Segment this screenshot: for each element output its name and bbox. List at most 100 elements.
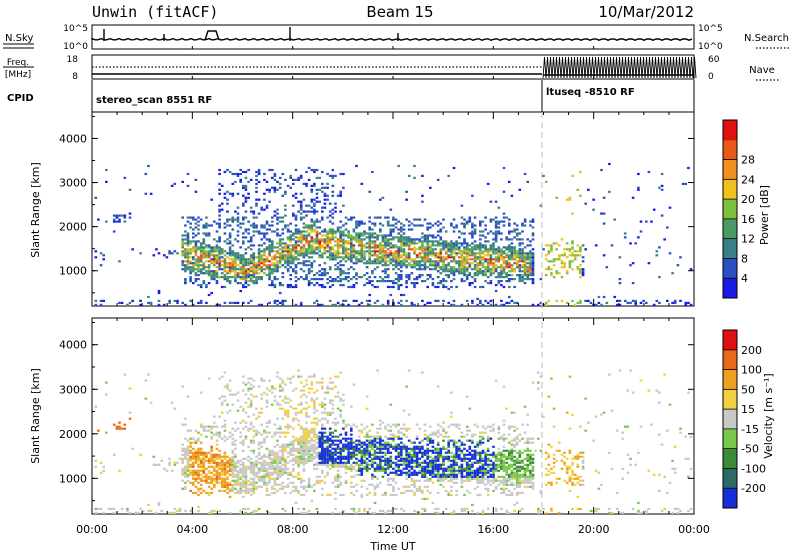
- echo-cell: [226, 482, 229, 484]
- echo-cell: [316, 201, 319, 203]
- echo-cell: [210, 436, 213, 438]
- echo-cell: [129, 189, 132, 191]
- echo-cell: [189, 430, 192, 432]
- echo-cell: [205, 302, 208, 304]
- echo-cell: [313, 402, 316, 404]
- echo-cell: [329, 434, 332, 436]
- echo-cell: [332, 230, 335, 232]
- echo-cell: [318, 480, 321, 482]
- echo-cell: [569, 248, 572, 250]
- echo-cell: [297, 424, 300, 426]
- echo-cell: [511, 242, 514, 244]
- echo-cell: [184, 268, 187, 270]
- echo-cell: [487, 240, 490, 242]
- echo-cell: [479, 272, 482, 274]
- echo-cell: [337, 266, 340, 268]
- echo-cell: [321, 278, 324, 280]
- echo-cell: [224, 240, 227, 242]
- echo-cell: [255, 482, 258, 484]
- echo-cell: [260, 398, 263, 400]
- echo-cell: [224, 420, 227, 422]
- echo-cell: [313, 252, 316, 254]
- echo-cell: [484, 258, 487, 260]
- echo-cell: [519, 232, 522, 234]
- echo-cell: [210, 260, 213, 262]
- echo-cell: [324, 268, 327, 270]
- echo-cell: [508, 266, 511, 268]
- echo-cell: [334, 492, 337, 494]
- echo-cell: [490, 300, 493, 302]
- echo-cell: [242, 428, 245, 430]
- echo-cell: [413, 304, 416, 306]
- echo-cell: [400, 294, 403, 296]
- echo-cell: [311, 384, 314, 386]
- echo-cell: [210, 426, 213, 428]
- echo-cell: [250, 300, 253, 302]
- echo-cell: [376, 452, 379, 454]
- echo-cell: [195, 191, 198, 193]
- echo-cell: [316, 236, 319, 238]
- echo-cell: [181, 458, 184, 460]
- echo-cell: [574, 304, 577, 306]
- echo-cell: [442, 278, 445, 280]
- echo-cell: [379, 428, 382, 430]
- echo-cell: [450, 252, 453, 254]
- echo-cell: [237, 302, 240, 304]
- echo-cell: [181, 240, 184, 242]
- echo-cell: [524, 264, 527, 266]
- echo-cell: [250, 458, 253, 460]
- echo-cell: [332, 466, 335, 468]
- echo-cell: [200, 302, 203, 304]
- echo-cell: [339, 482, 342, 484]
- echo-cell: [253, 270, 256, 272]
- echo-cell: [519, 278, 522, 280]
- echo-cell: [395, 260, 398, 262]
- echo-cell: [500, 232, 503, 234]
- echo-cell: [434, 266, 437, 268]
- echo-cell: [355, 238, 358, 240]
- echo-cell: [366, 426, 369, 428]
- echo-cell: [476, 262, 479, 264]
- echo-cell: [424, 304, 427, 306]
- nsearch-label: N.Search: [744, 33, 789, 44]
- echo-cell: [274, 215, 277, 217]
- echo-cell: [266, 468, 269, 470]
- echo-cell: [208, 472, 211, 474]
- echo-cell: [308, 268, 311, 270]
- echo-cell: [366, 440, 369, 442]
- echo-cell: [282, 388, 285, 390]
- echo-cell: [242, 223, 245, 225]
- echo-cell: [282, 284, 285, 286]
- echo-cell: [529, 274, 532, 276]
- echo-cell: [237, 258, 240, 260]
- echo-cell: [392, 256, 395, 258]
- echo-cell: [284, 256, 287, 258]
- echo-cell: [197, 262, 200, 264]
- echo-cell: [245, 217, 248, 219]
- echo-cell: [253, 230, 256, 232]
- echo-cell: [582, 268, 585, 270]
- echo-cell: [400, 276, 403, 278]
- echo-cell: [329, 458, 332, 460]
- echo-cell: [308, 406, 311, 408]
- echo-cell: [490, 256, 493, 258]
- echo-cell: [289, 284, 292, 286]
- echo-cell: [297, 448, 300, 450]
- echo-cell: [437, 240, 440, 242]
- echo-cell: [232, 183, 235, 185]
- echo-cell: [311, 228, 314, 230]
- echo-cell: [203, 240, 206, 242]
- echo-cell: [284, 448, 287, 450]
- echo-cell: [203, 282, 206, 284]
- echo-cell: [232, 480, 235, 482]
- echo-cell: [313, 418, 316, 420]
- echo-cell: [250, 207, 253, 209]
- echo-cell: [432, 234, 435, 236]
- echo-cell: [218, 474, 221, 476]
- echo-cell: [218, 462, 221, 464]
- echo-cell: [342, 230, 345, 232]
- echo-cell: [339, 454, 342, 456]
- echo-cell: [237, 482, 240, 484]
- echo-cell: [247, 221, 250, 223]
- echo-cell: [353, 217, 356, 219]
